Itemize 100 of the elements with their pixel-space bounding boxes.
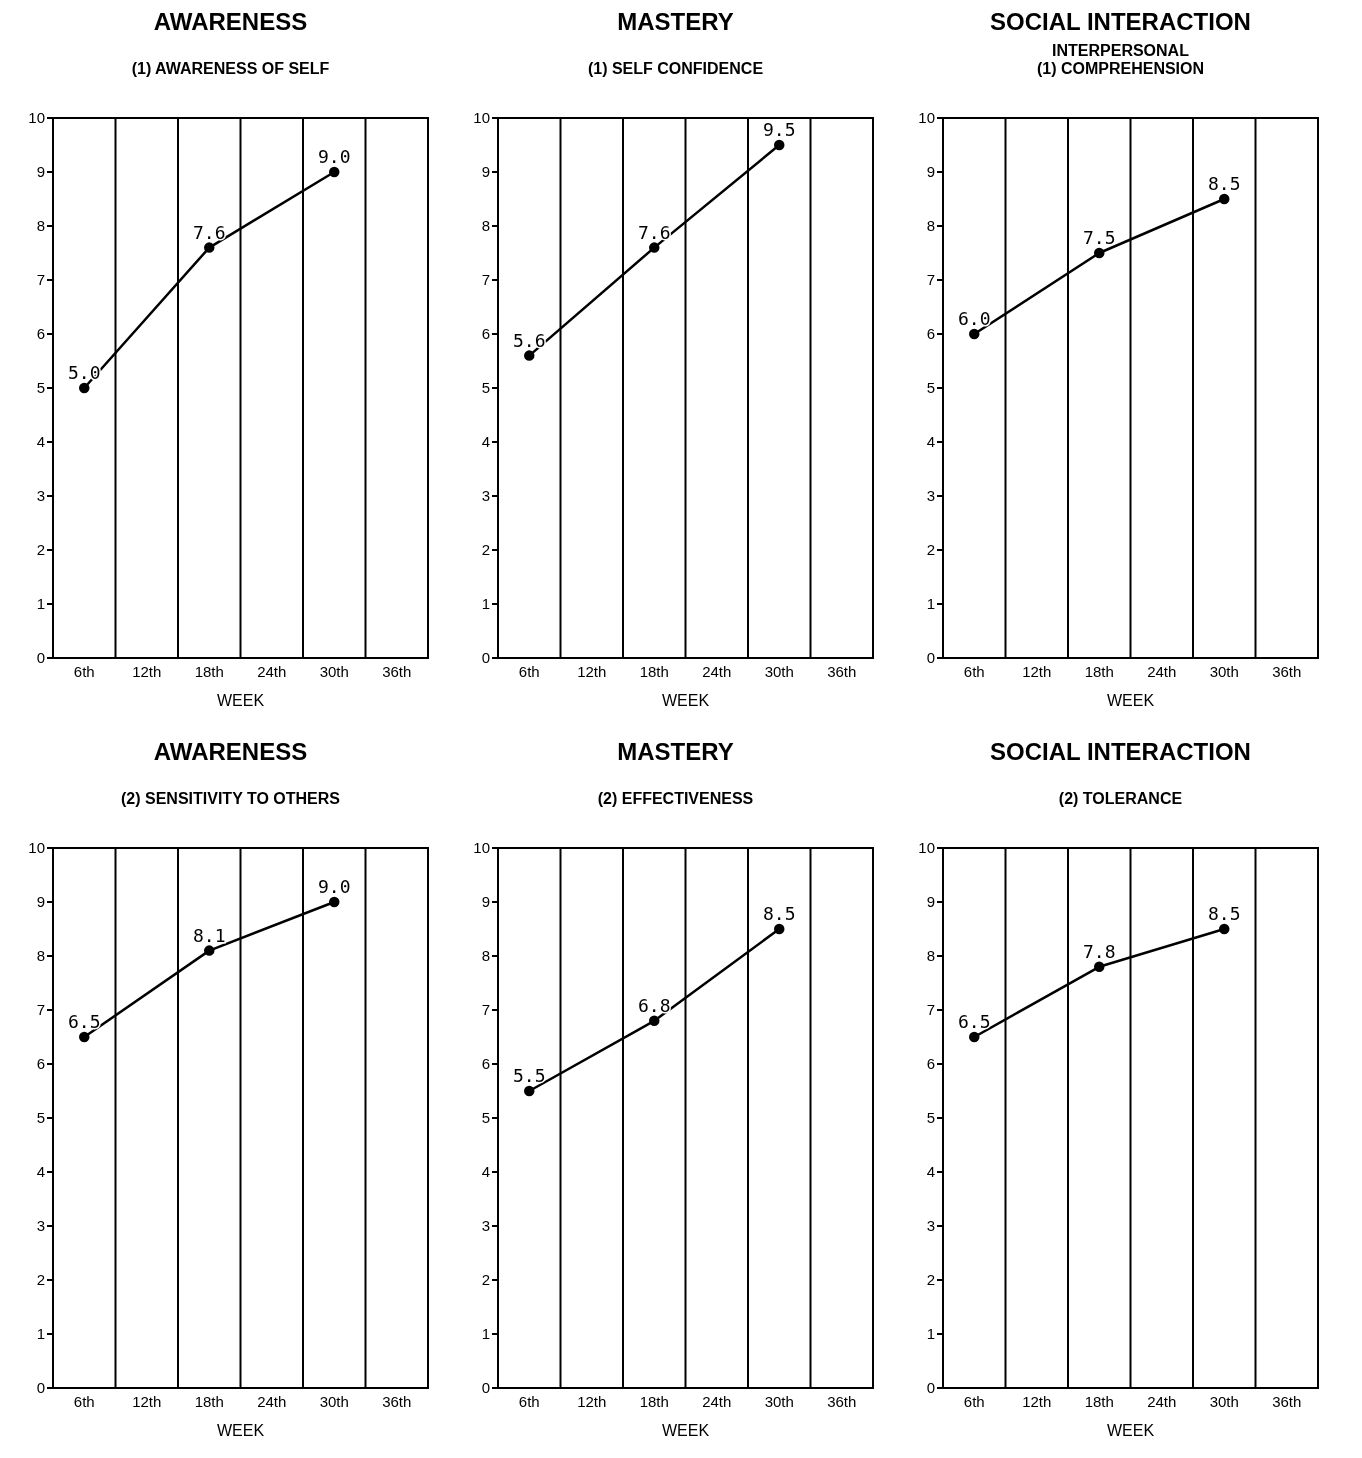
y-tick-label: 7 [36,1001,45,1019]
data-label: 7.6 [192,221,226,243]
x-axis-title: WEEK [216,1422,265,1439]
y-tick-label: 4 [926,1163,935,1181]
chart-title: SOCIAL INTERACTION [989,8,1252,37]
y-tick-label: 4 [36,433,45,451]
x-tick-label: 18th [1084,662,1114,680]
x-axis-title: WEEK [661,1422,710,1439]
point [524,350,535,361]
y-tick-label: 1 [36,1325,45,1343]
x-tick-label: 6th [518,1392,540,1410]
data-label: 8.5 [1207,173,1241,194]
y-tick-label: 6 [36,325,45,343]
y-tick-label: 1 [926,595,935,613]
x-tick-label: 6th [518,662,540,680]
point [524,1085,535,1097]
y-tick-label: 2 [481,1271,490,1289]
point [79,1031,90,1043]
y-tick-label: 5 [36,1109,45,1127]
x-tick-label: 24th [1147,662,1177,680]
x-axis-title: WEEK [216,692,265,709]
x-tick-label: 36th [827,662,857,680]
y-tick-label: 10 [473,109,490,127]
y-tick-label: 0 [481,1379,490,1397]
x-tick-label: 30th [1209,662,1239,680]
chart-subtitle: (1) AWARENESS OF SELF [130,59,331,78]
y-tick-label: 8 [481,947,490,965]
point [329,896,340,908]
point [1219,193,1230,205]
y-tick-label: 1 [481,1325,490,1343]
chart-subtitle: (2) EFFECTIVENESS [596,789,755,808]
y-tick-label: 9 [481,893,490,911]
x-tick-label: 12th [577,662,607,680]
x-tick-label: 30th [1209,1392,1239,1410]
y-tick-label: 7 [926,271,935,289]
y-tick-label: 6 [36,1055,45,1073]
x-tick-label: 6th [73,662,95,680]
y-tick-label: 1 [36,595,45,613]
point [649,1015,660,1027]
y-tick-label: 2 [926,541,935,559]
x-tick-label: 36th [827,1392,857,1410]
x-tick-label: 24th [1147,1392,1177,1410]
y-tick-label: 5 [926,379,935,397]
x-tick-label: 6th [963,1392,985,1410]
x-tick-label: 12th [132,1392,162,1410]
y-tick-label: 9 [926,163,935,181]
y-tick-label: 6 [481,1055,490,1073]
y-tick-label: 7 [36,271,45,289]
data-label: 6.5 [957,1011,991,1032]
x-tick-label: 24th [702,662,732,680]
point [1219,923,1230,935]
point [329,166,340,178]
chart-title: MASTERY [616,738,735,767]
y-tick-label: 4 [481,1163,490,1181]
x-tick-label: 12th [577,1392,607,1410]
x-tick-label: 18th [639,1392,669,1410]
data-label: 8.5 [1207,903,1241,924]
x-tick-label: 36th [1272,1392,1302,1410]
x-axis-title: WEEK [1106,1422,1155,1439]
y-tick-label: 8 [36,947,45,965]
y-tick-label: 2 [926,1271,935,1289]
y-tick-label: 0 [36,1379,45,1397]
y-tick-label: 10 [28,839,45,857]
data-label: 7.8 [1082,940,1116,962]
y-tick-label: 4 [36,1163,45,1181]
data-label: 9.5 [762,119,796,140]
x-tick-label: 30th [764,1392,794,1410]
data-label: 7.6 [637,221,671,243]
y-tick-label: 9 [481,163,490,181]
point [204,242,215,253]
chart-subtitle: (1) SELF CONFIDENCE [586,59,765,78]
data-label: 6.8 [637,994,671,1016]
chart-subtitle: (2) TOLERANCE [1057,789,1184,808]
chart-subtitle: INTERPERSONAL (1) COMPREHENSION [1035,41,1206,78]
y-tick-label: 4 [926,433,935,451]
x-tick-label: 36th [1272,662,1302,680]
y-tick-label: 10 [918,839,935,857]
y-tick-label: 6 [926,325,935,343]
y-tick-label: 6 [481,325,490,343]
data-label: 8.5 [762,903,796,924]
y-tick-label: 9 [36,893,45,911]
x-tick-label: 24th [702,1392,732,1410]
y-tick-label: 1 [926,1325,935,1343]
y-tick-label: 8 [481,217,490,235]
x-tick-label: 6th [963,662,985,680]
x-tick-label: 18th [639,662,669,680]
y-tick-label: 6 [926,1055,935,1073]
chart-title: AWARENESS [152,8,309,37]
point [774,139,785,151]
y-tick-label: 8 [926,217,935,235]
y-tick-label: 5 [481,379,490,397]
y-tick-label: 8 [36,217,45,235]
chart-subtitle: (2) SENSITIVITY TO OTHERS [120,789,341,808]
x-tick-label: 36th [382,1392,412,1410]
data-label: 6.5 [67,1011,101,1032]
x-tick-label: 18th [194,662,224,680]
data-label: 6.0 [957,308,991,329]
x-tick-label: 30th [764,662,794,680]
point [204,945,215,956]
data-label: 5.6 [512,329,546,351]
